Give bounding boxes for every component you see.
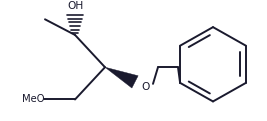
Text: OH: OH: [67, 1, 83, 11]
Text: MeO: MeO: [22, 95, 45, 105]
Polygon shape: [105, 67, 138, 88]
Text: O: O: [142, 82, 150, 92]
